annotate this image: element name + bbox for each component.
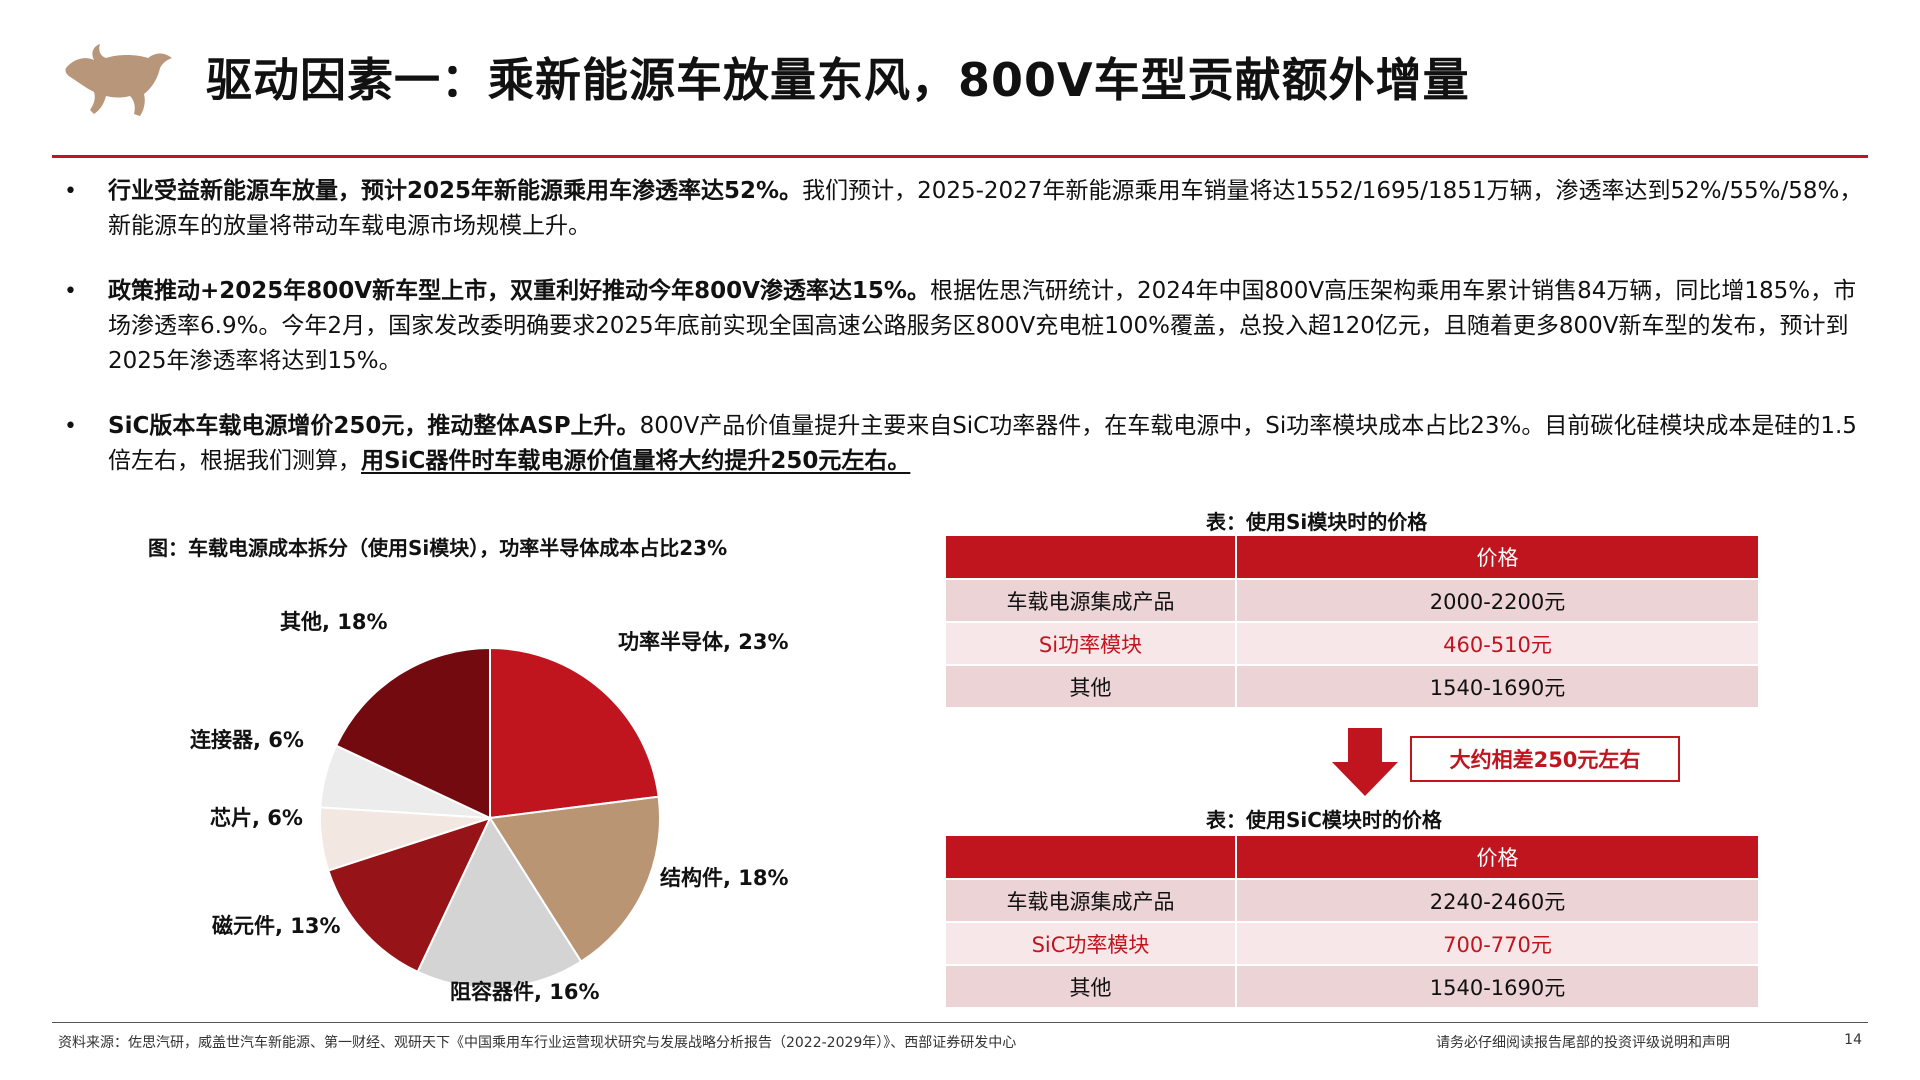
table-si-row-2-price: 460-510元 bbox=[1236, 622, 1760, 666]
pie-slice-7 bbox=[334, 646, 491, 820]
bullet-1-bold: 行业受益新能源车放量，预计2025年新能源乘用车渗透率达52%。 bbox=[108, 178, 803, 204]
table-row: 车载电源集成产品 2000-2200元 bbox=[946, 579, 1760, 623]
table-si-row-3-name: 其他 bbox=[946, 665, 1237, 709]
table-si: 价格 车载电源集成产品 2000-2200元 Si功率模块 460-510元 其… bbox=[946, 536, 1760, 709]
pie-chart-svg bbox=[319, 646, 661, 989]
pie-label-6: 连接器, 6% bbox=[190, 728, 304, 752]
table-sic-row-3-price: 1540-1690元 bbox=[1236, 965, 1760, 1009]
bullet-list: 行业受益新能源车放量，预计2025年新能源乘用车渗透率达52%。我们预计，202… bbox=[58, 174, 1866, 509]
table-row: 车载电源集成产品 2240-2460元 bbox=[946, 879, 1760, 923]
bullet-item-3: SiC版本车载电源增价250元，推动整体ASP上升。800V产品价值量提升主要来… bbox=[58, 409, 1866, 479]
bullet-2-text: 根据佐思汽研统计，2024年中国800V高压架构乘用车累计销售84万辆，同比增1… bbox=[108, 278, 1857, 374]
table-row: 其他 1540-1690元 bbox=[946, 965, 1760, 1009]
pie-label-4: 磁元件, 13% bbox=[212, 914, 341, 938]
bullet-item-1: 行业受益新能源车放量，预计2025年新能源乘用车渗透率达52%。我们预计，202… bbox=[58, 174, 1866, 244]
table-si-row-2-name: Si功率模块 bbox=[946, 622, 1237, 666]
table-si-header: 价格 bbox=[946, 536, 1760, 580]
table-si-header-blank bbox=[946, 536, 1237, 580]
pie-label-3: 阻容器件, 16% bbox=[450, 980, 600, 1004]
pie-slice-2 bbox=[488, 795, 661, 963]
bull-logo-icon bbox=[65, 44, 172, 116]
pie-label-5: 芯片, 6% bbox=[210, 806, 303, 830]
footer-divider bbox=[52, 1022, 1868, 1023]
bullet-3-underline: 用SiC器件时车载电源价值量将大约提升250元左右。 bbox=[361, 448, 911, 474]
table-sic-row-1-name: 车载电源集成产品 bbox=[946, 879, 1237, 923]
footer-source: 资料来源：佐思汽研，威盖世汽车新能源、第一财经、观研天下《中国乘用车行业运营现状… bbox=[58, 1035, 1017, 1051]
down-arrow-icon bbox=[1332, 728, 1398, 796]
page-title: 驱动因素一：乘新能源车放量东风，800V车型贡献额外增量 bbox=[206, 53, 1470, 107]
pie-slice-1 bbox=[489, 646, 660, 820]
table-sic-row-1-price: 2240-2460元 bbox=[1236, 879, 1760, 923]
difference-box: 大约相差250元左右 bbox=[1410, 736, 1680, 782]
table-sic-header-blank bbox=[946, 836, 1237, 880]
table-sic: 价格 车载电源集成产品 2240-2460元 SiC功率模块 700-770元 … bbox=[946, 836, 1760, 1009]
bullet-3-text: 800V产品价值量提升主要来自SiC功率器件，在车载电源中，Si功率模块成本占比… bbox=[108, 413, 1857, 474]
table-sic-row-3-name: 其他 bbox=[946, 965, 1237, 1009]
pie-label-2: 结构件, 18% bbox=[660, 866, 789, 890]
pie-slice-4 bbox=[327, 816, 492, 974]
chart-caption: 图：车载电源成本拆分（使用Si模块），功率半导体成本占比23% bbox=[148, 536, 728, 560]
bullet-1-text: 我们预计，2025-2027年新能源乘用车销量将达1552/1695/1851万… bbox=[108, 178, 1863, 239]
table-row: Si功率模块 460-510元 bbox=[946, 622, 1760, 666]
table-si-row-1-name: 车载电源集成产品 bbox=[946, 579, 1237, 623]
table-si-row-1-price: 2000-2200元 bbox=[1236, 579, 1760, 623]
table-si-row-3-price: 1540-1690元 bbox=[1236, 665, 1760, 709]
table-row: 其他 1540-1690元 bbox=[946, 665, 1760, 709]
pie-chart: 功率半导体, 23% 结构件, 18% 阻容器件, 16% 磁元件, 13% 芯片, 6… bbox=[150, 570, 910, 1010]
table-si-caption: 表：使用Si模块时的价格 bbox=[1206, 510, 1428, 534]
pie-label-1: 功率半导体, 23% bbox=[618, 630, 789, 654]
pie-slice-3 bbox=[416, 815, 583, 989]
bullet-3-bold: SiC版本车载电源增价250元，推动整体ASP上升。 bbox=[108, 413, 640, 439]
table-si-header-price: 价格 bbox=[1236, 536, 1760, 580]
table-sic-row-2-price: 700-770元 bbox=[1236, 922, 1760, 966]
table-sic-row-2-name: SiC功率模块 bbox=[946, 922, 1237, 966]
table-row: SiC功率模块 700-770元 bbox=[946, 922, 1760, 966]
table-sic-header-price: 价格 bbox=[1236, 836, 1760, 880]
bullet-2-bold: 政策推动+2025年800V新车型上市，双重利好推动今年800V渗透率达15%。 bbox=[108, 278, 930, 304]
bullet-item-2: 政策推动+2025年800V新车型上市，双重利好推动今年800V渗透率达15%。… bbox=[58, 274, 1866, 379]
page-number: 14 bbox=[1844, 1032, 1862, 1048]
footer-disclaimer: 请务必仔细阅读报告尾部的投资评级说明和声明 bbox=[1436, 1035, 1730, 1051]
table-sic-caption: 表：使用SiC模块时的价格 bbox=[1206, 808, 1442, 832]
title-divider bbox=[52, 155, 1868, 158]
pie-label-7: 其他, 18% bbox=[280, 610, 388, 634]
table-sic-header: 价格 bbox=[946, 836, 1760, 880]
